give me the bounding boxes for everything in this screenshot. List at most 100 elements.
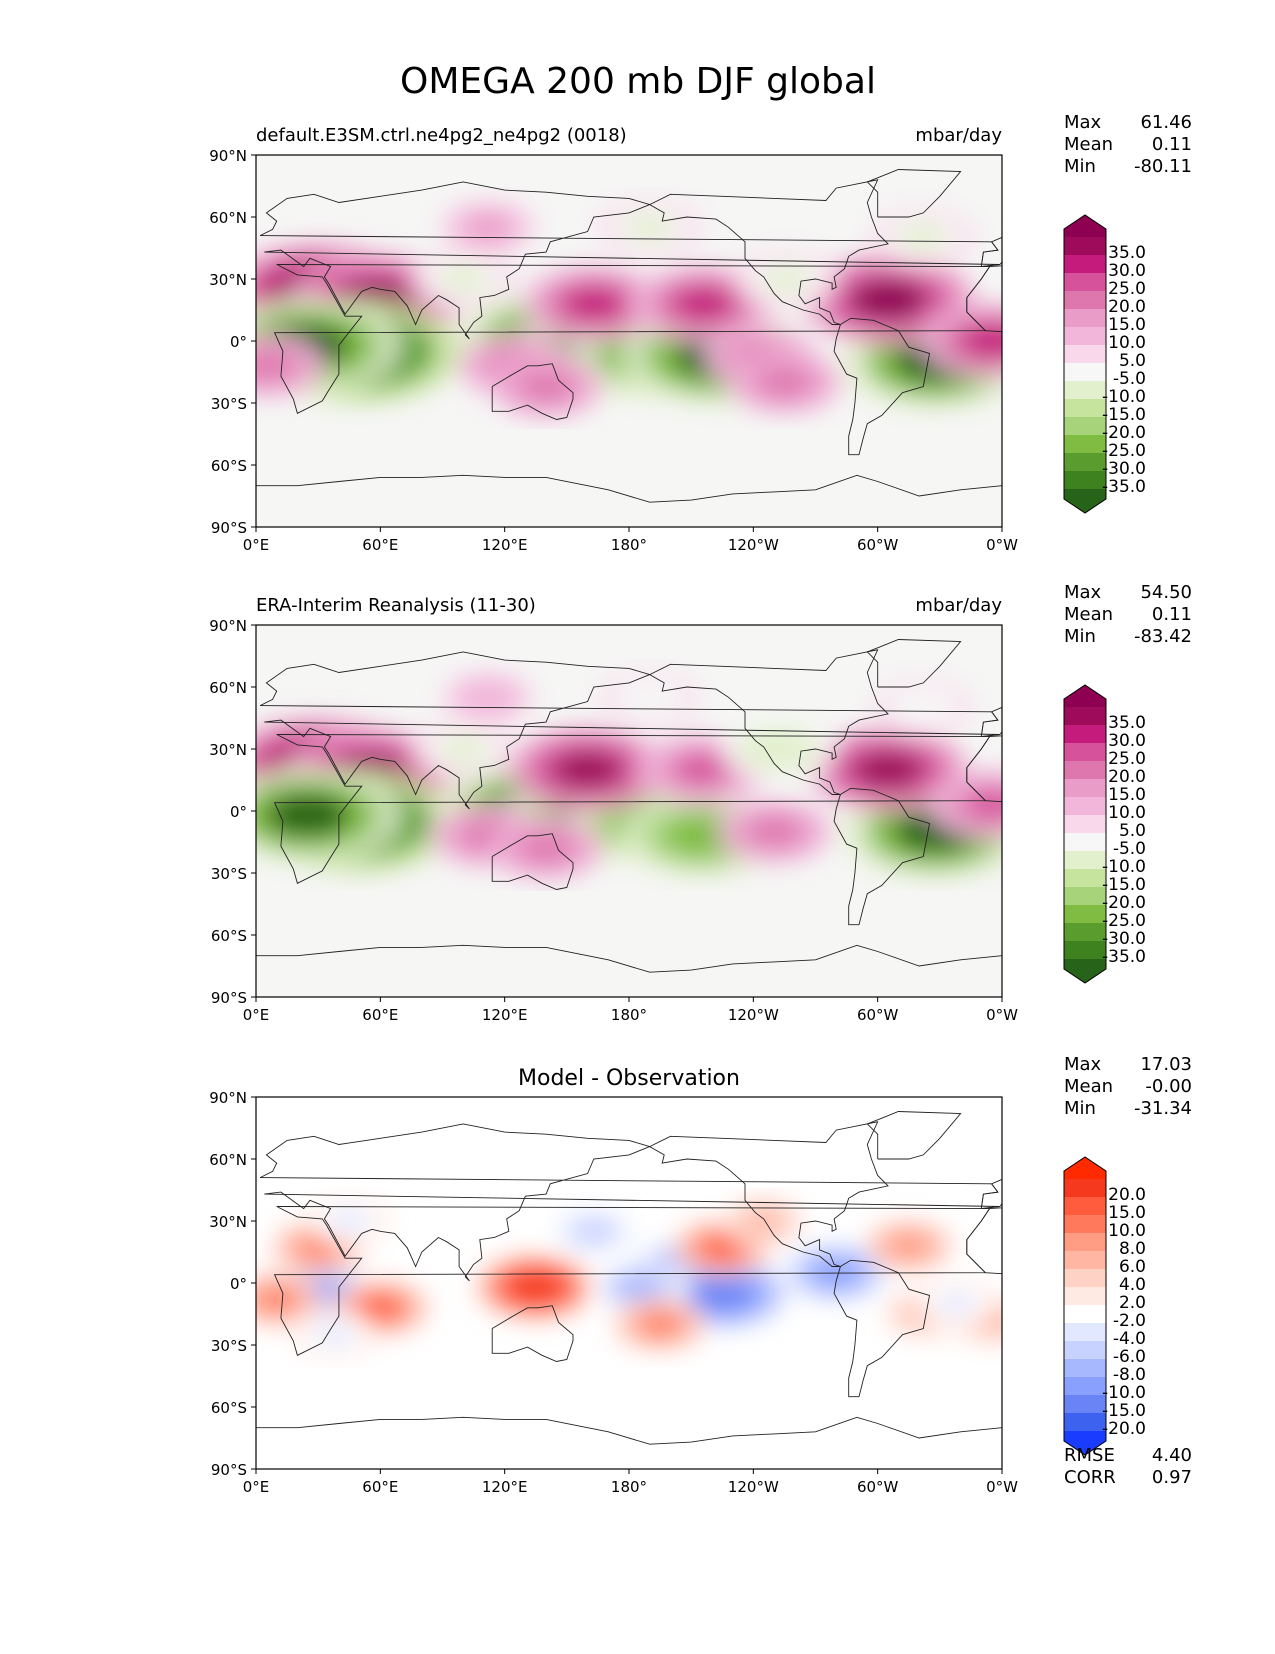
colorbar-segment bbox=[1064, 1197, 1106, 1216]
colorbar-segment bbox=[1064, 309, 1106, 328]
coastlines bbox=[256, 169, 1002, 503]
colorbar-tick-label: 4.0 bbox=[1119, 1275, 1146, 1295]
colorbar-tick-label: 8.0 bbox=[1119, 1239, 1146, 1259]
colorbar-tick-label: -10.0 bbox=[1102, 857, 1146, 877]
colorbar-tick-label: -20.0 bbox=[1102, 423, 1146, 443]
colorbar-segment bbox=[1064, 363, 1106, 382]
coastline bbox=[866, 1111, 962, 1160]
coastline bbox=[966, 735, 1002, 803]
lon-tick-label: 120°E bbox=[482, 1006, 528, 1024]
data-blob-core bbox=[358, 1295, 403, 1321]
coastline bbox=[273, 264, 991, 414]
stat-value: 61.46 bbox=[1140, 112, 1192, 133]
colorbar-tick-label: -15.0 bbox=[1102, 405, 1146, 425]
coastline bbox=[649, 179, 889, 325]
panel-title-left: ERA-Interim Reanalysis (11-30) bbox=[256, 595, 536, 616]
data-blob-core bbox=[937, 1292, 976, 1315]
lat-tick-label: 30°S bbox=[211, 865, 247, 883]
colorbar-tick-label: -5.0 bbox=[1113, 839, 1146, 859]
colorbar-segment bbox=[1064, 255, 1106, 274]
colorbar-segment bbox=[1064, 1377, 1106, 1396]
colorbar-segment bbox=[1064, 815, 1106, 834]
lat-tick-label: 60°S bbox=[211, 1399, 247, 1417]
data-field-smoothed bbox=[256, 197, 1002, 419]
colorbar-segment bbox=[1064, 797, 1106, 816]
data-blob-core bbox=[256, 351, 294, 380]
data-blob-core bbox=[762, 265, 811, 293]
footer-stat-label: CORR bbox=[1064, 1467, 1116, 1488]
colorbar-segment bbox=[1064, 887, 1106, 906]
colorbar-tick-label: -10.0 bbox=[1102, 1383, 1146, 1403]
colorbar-tick-label: -35.0 bbox=[1102, 477, 1146, 497]
colorbar-segment bbox=[1064, 273, 1106, 292]
colorbar-tick-label: 2.0 bbox=[1119, 1293, 1146, 1313]
coastline bbox=[259, 1123, 1000, 1282]
lat-tick-label: 0° bbox=[230, 1275, 247, 1293]
lon-tick-label: 180° bbox=[611, 1478, 647, 1496]
coastline bbox=[966, 1207, 1002, 1275]
data-blob-core bbox=[467, 685, 509, 710]
colorbar-tick-label: 5.0 bbox=[1119, 351, 1146, 371]
lat-tick-label: 30°N bbox=[209, 741, 247, 759]
data-blob-core bbox=[852, 751, 924, 789]
lon-tick-label: 0°W bbox=[986, 1006, 1018, 1024]
colorbar-extend-bottom bbox=[1064, 1431, 1106, 1455]
data-blob-core bbox=[617, 1274, 662, 1300]
colorbar-segment bbox=[1064, 851, 1106, 870]
colorbar-segment bbox=[1064, 291, 1106, 310]
lat-tick-label: 60°S bbox=[211, 927, 247, 945]
lon-tick-label: 120°E bbox=[482, 1478, 528, 1496]
colorbar-segment bbox=[1064, 1251, 1106, 1270]
colorbar-tick-label: -2.0 bbox=[1113, 1311, 1146, 1331]
lat-tick-label: 0° bbox=[230, 803, 247, 821]
data-blob-core bbox=[572, 1219, 615, 1244]
lat-tick-label: 60°N bbox=[209, 209, 247, 227]
lon-tick-label: 120°E bbox=[482, 536, 528, 554]
colorbar-segment bbox=[1064, 417, 1106, 436]
coastline bbox=[833, 787, 931, 926]
stat-value: 54.50 bbox=[1140, 582, 1192, 603]
panel-title-center: Model - Observation bbox=[518, 1066, 740, 1091]
colorbar-segment bbox=[1064, 779, 1106, 798]
footer-stat-value: 0.97 bbox=[1152, 1467, 1192, 1488]
lon-tick-label: 60°W bbox=[857, 1006, 899, 1024]
colorbar-segment bbox=[1064, 345, 1106, 364]
colorbar-tick-label: 25.0 bbox=[1108, 279, 1146, 299]
colorbar-tick-label: -20.0 bbox=[1102, 1419, 1146, 1439]
data-blob-core bbox=[752, 734, 804, 764]
colorbar-segment bbox=[1064, 833, 1106, 852]
colorbar-tick-label: 15.0 bbox=[1108, 1203, 1146, 1223]
lat-tick-label: 30°N bbox=[209, 1213, 247, 1231]
colorbar-tick-label: 35.0 bbox=[1108, 713, 1146, 733]
colorbar-extend-top bbox=[1064, 215, 1106, 237]
stat-value: 0.11 bbox=[1152, 604, 1192, 625]
colorbar-segment bbox=[1064, 1233, 1106, 1252]
lat-tick-label: 90°N bbox=[209, 1089, 247, 1107]
colorbar-tick-label: 20.0 bbox=[1108, 1185, 1146, 1205]
stat-label: Max bbox=[1064, 1054, 1102, 1075]
stat-label: Min bbox=[1064, 1098, 1096, 1119]
lon-tick-label: 60°E bbox=[362, 1006, 398, 1024]
lon-tick-label: 180° bbox=[611, 1006, 647, 1024]
panel-model: default.E3SM.ctrl.ne4pg2_ne4pg2 (0018) mb… bbox=[209, 112, 1192, 554]
coastline bbox=[256, 1416, 1002, 1445]
coastline bbox=[491, 833, 574, 890]
lon-tick-label: 60°W bbox=[857, 1478, 899, 1496]
data-blob-core bbox=[672, 754, 731, 786]
panel-difference: Model - Observation 90°N 60°N 30°N 0° 30°S 60°… bbox=[209, 1054, 1192, 1496]
stat-label: Min bbox=[1064, 156, 1096, 177]
panel-title-left: default.E3SM.ctrl.ne4pg2_ne4pg2 (0018) bbox=[256, 125, 627, 146]
coastline bbox=[491, 1305, 574, 1362]
data-blob-core bbox=[315, 1323, 354, 1346]
colorbar-tick-label: 10.0 bbox=[1108, 803, 1146, 823]
lat-tick-label: 60°N bbox=[209, 679, 247, 697]
data-blob-core bbox=[256, 1287, 298, 1312]
data-blob-core bbox=[744, 1209, 783, 1233]
colorbar-segment bbox=[1064, 453, 1106, 472]
data-blob-core bbox=[265, 793, 350, 837]
coastlines bbox=[256, 639, 1002, 973]
colorbar-segment bbox=[1064, 1341, 1106, 1360]
data-field-smoothed bbox=[256, 1196, 1002, 1360]
lon-tick-label: 120°W bbox=[728, 1006, 779, 1024]
stat-label: Max bbox=[1064, 112, 1102, 133]
